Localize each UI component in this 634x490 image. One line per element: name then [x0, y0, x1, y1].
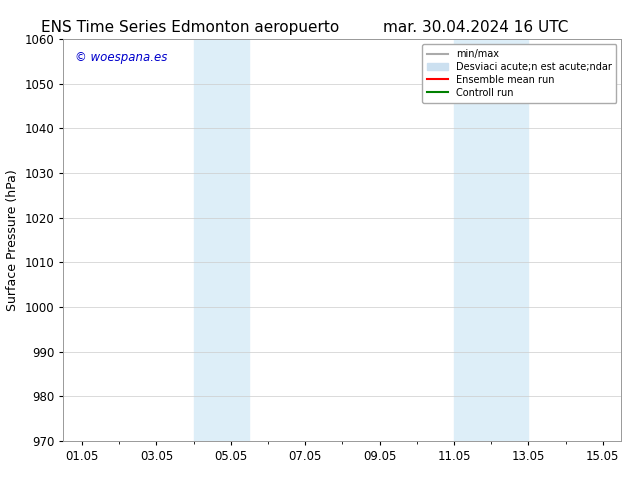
Text: mar. 30.04.2024 16 UTC: mar. 30.04.2024 16 UTC [383, 20, 568, 35]
Text: ENS Time Series Edmonton aeropuerto: ENS Time Series Edmonton aeropuerto [41, 20, 339, 35]
Legend: min/max, Desviaci acute;n est acute;ndar, Ensemble mean run, Controll run: min/max, Desviaci acute;n est acute;ndar… [422, 44, 616, 102]
Bar [454, 39, 528, 441]
Y-axis label: Surface Pressure (hPa): Surface Pressure (hPa) [6, 169, 19, 311]
Text: © woespana.es: © woespana.es [75, 51, 167, 64]
Bar [193, 39, 249, 441]
